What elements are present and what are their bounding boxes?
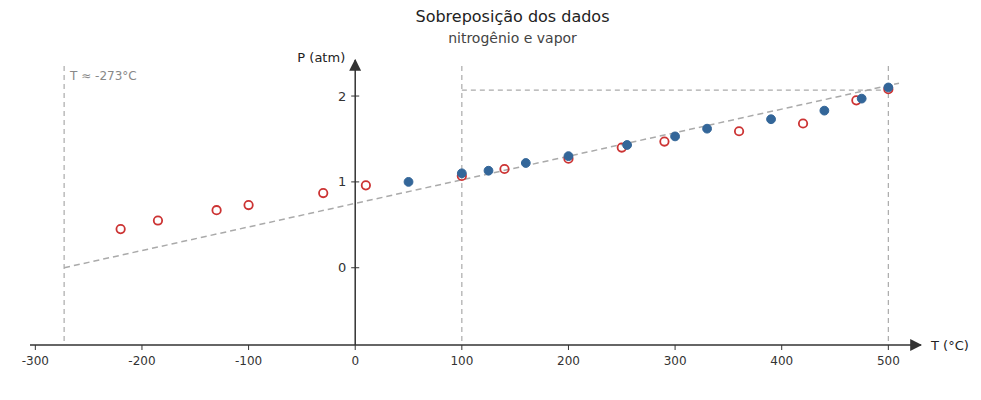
plot-area bbox=[64, 83, 899, 268]
point bbox=[623, 141, 632, 150]
y-tick-label: 2 bbox=[338, 89, 346, 104]
point bbox=[116, 225, 124, 233]
y-tick bbox=[351, 96, 359, 97]
point bbox=[521, 159, 530, 168]
x-tick-label: 100 bbox=[450, 354, 473, 368]
x-tick-label: 500 bbox=[877, 354, 900, 368]
x-tick-label: 200 bbox=[557, 354, 580, 368]
point bbox=[884, 83, 893, 92]
y-tick bbox=[351, 267, 359, 268]
point bbox=[857, 94, 866, 103]
point bbox=[484, 166, 493, 175]
point bbox=[212, 206, 220, 214]
x-tick bbox=[781, 345, 782, 350]
reference-line bbox=[461, 66, 462, 345]
point bbox=[703, 124, 712, 133]
x-tick-label: 0 bbox=[351, 354, 359, 368]
x-tick bbox=[888, 345, 889, 350]
point bbox=[457, 169, 466, 178]
x-axis-label: T (°C) bbox=[930, 338, 969, 353]
axes: -300 -200 -100 0 100 200 300 400 500 0 1 2 T (°C) P (… bbox=[22, 50, 969, 368]
reference-lines bbox=[64, 66, 888, 345]
subtitle: nitrogênio e vapor bbox=[448, 30, 577, 46]
reference-line bbox=[462, 89, 889, 90]
annotations: T ≈ -273°C bbox=[69, 69, 137, 83]
x-tick bbox=[675, 345, 676, 350]
point bbox=[154, 216, 162, 224]
point bbox=[735, 127, 743, 135]
x-tick-label: 300 bbox=[664, 354, 687, 368]
y-axis bbox=[354, 60, 356, 345]
point bbox=[564, 152, 573, 161]
point bbox=[660, 137, 668, 145]
point bbox=[799, 119, 807, 127]
x-tick-label: -300 bbox=[22, 354, 49, 368]
y-axis-label: P (atm) bbox=[297, 50, 345, 65]
x-tick-label: -100 bbox=[235, 354, 262, 368]
point bbox=[404, 177, 413, 186]
series bbox=[64, 83, 899, 268]
title: Sobreposição dos dados bbox=[416, 7, 610, 26]
point bbox=[362, 181, 370, 189]
x-tick bbox=[248, 345, 249, 350]
annotation: T ≈ -273°C bbox=[69, 69, 137, 83]
y-tick bbox=[351, 181, 359, 182]
chart: Sobreposição dos dados nitrogênio e vapor… bbox=[0, 0, 981, 400]
series bbox=[116, 85, 892, 233]
x-axis bbox=[30, 344, 921, 346]
point bbox=[244, 201, 252, 209]
x-tick-label: -200 bbox=[128, 354, 155, 368]
point bbox=[500, 165, 508, 173]
point bbox=[820, 106, 829, 115]
x-tick bbox=[35, 345, 36, 350]
reference-line bbox=[888, 66, 889, 345]
y-tick-label: 0 bbox=[338, 260, 346, 275]
trend-line bbox=[64, 83, 899, 268]
point bbox=[767, 115, 776, 124]
x-tick bbox=[355, 345, 356, 350]
x-tick bbox=[141, 345, 142, 350]
reference-line bbox=[64, 66, 65, 345]
x-tick bbox=[568, 345, 569, 350]
series bbox=[404, 83, 893, 186]
point bbox=[319, 189, 327, 197]
x-tick bbox=[461, 345, 462, 350]
x-tick-label: 400 bbox=[770, 354, 793, 368]
point bbox=[671, 132, 680, 141]
y-tick-label: 1 bbox=[338, 174, 346, 189]
